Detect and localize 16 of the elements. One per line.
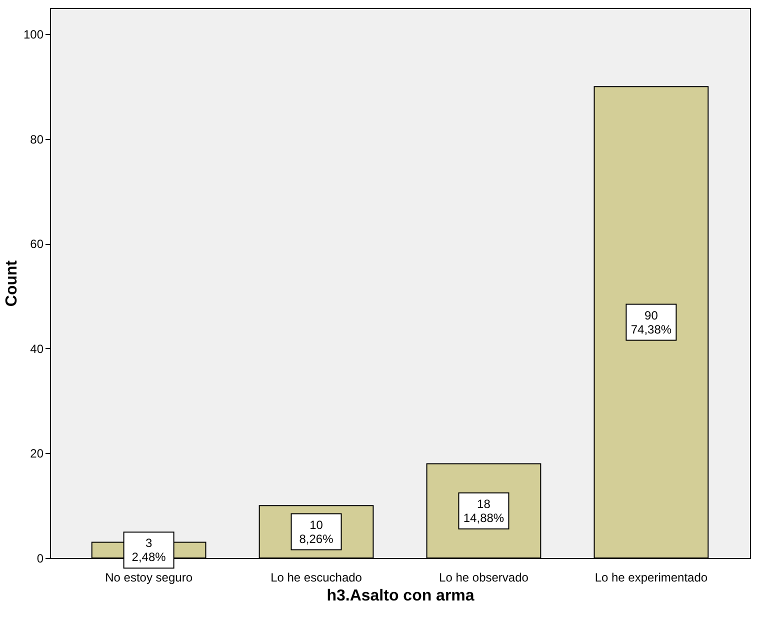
x-tick-label: Lo he observado bbox=[439, 570, 529, 584]
y-axis-title: Count bbox=[3, 260, 20, 307]
y-tick-label: 100 bbox=[23, 28, 44, 42]
x-tick-label: Lo he escuchado bbox=[270, 570, 362, 584]
data-label: 10 8,26% bbox=[299, 518, 334, 546]
y-tick-label: 40 bbox=[30, 342, 44, 356]
data-label: 18 14,88% bbox=[463, 496, 504, 525]
y-tick-label: 60 bbox=[30, 237, 44, 252]
y-tick-label: 0 bbox=[36, 552, 44, 566]
x-tick-label: Lo he experimentado bbox=[594, 570, 708, 584]
y-tick-label: 80 bbox=[30, 132, 44, 146]
x-axis-title: h3.Asalto con arma bbox=[326, 588, 474, 604]
data-label: 90 74,38% bbox=[630, 308, 672, 336]
x-tick-label: No estoy seguro bbox=[105, 570, 193, 584]
data-label: 3 2,48% bbox=[132, 536, 166, 564]
y-tick-label: 20 bbox=[30, 446, 44, 461]
